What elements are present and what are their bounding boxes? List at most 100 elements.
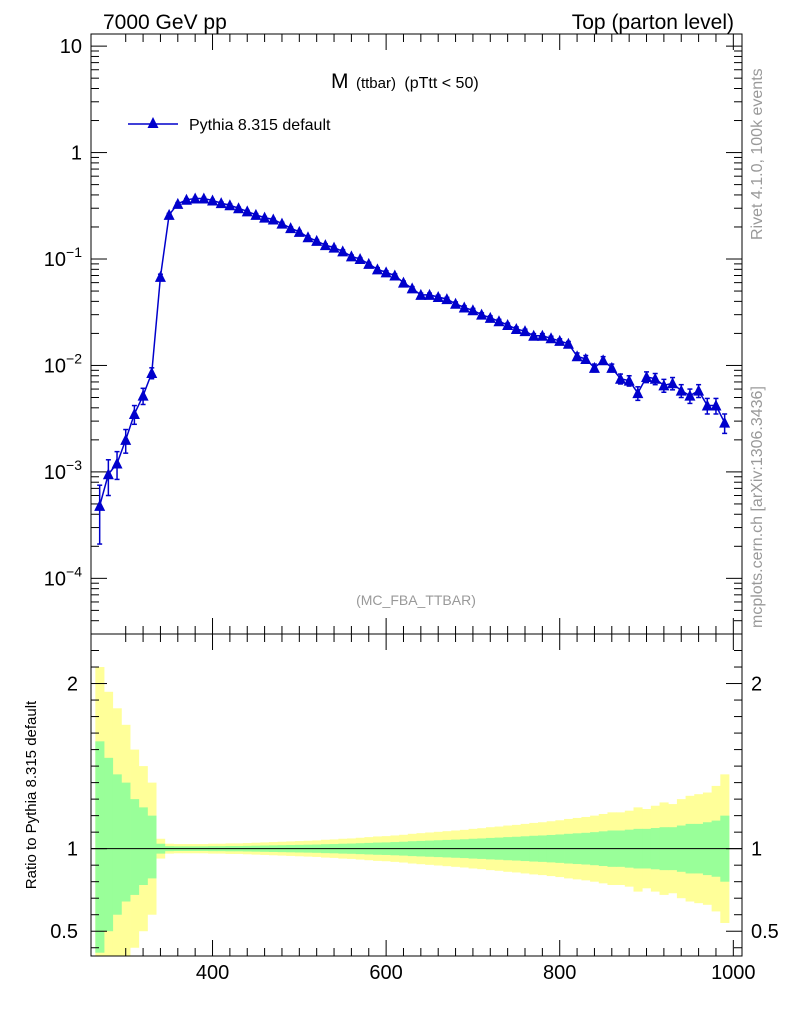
- data-point-triangle: [241, 205, 253, 217]
- data-point-triangle: [319, 239, 331, 251]
- data-point-triangle: [146, 366, 158, 378]
- rivet-version-label: Rivet 4.1.0, 100k events: [749, 68, 766, 240]
- ratio-y-tick-label-left: 2: [67, 674, 78, 696]
- ratio-y-tick-label-left: 1: [67, 839, 78, 861]
- y-tick-label-base: 10: [44, 355, 66, 377]
- ratio-band-inner: [138, 807, 148, 885]
- data-point-triangle: [614, 372, 626, 384]
- data-point-triangle: [623, 374, 635, 386]
- data-point-triangle: [458, 301, 470, 313]
- data-point-triangle: [424, 288, 436, 300]
- x-tick-label: 400: [196, 962, 229, 984]
- ratio-band-inner: [95, 741, 105, 953]
- ratio-plot-panel: 2 2 1 1 0.5 0.5 400 600 800 1000 Ratio to Pythia…: [23, 633, 779, 984]
- data-point-triangle: [293, 225, 305, 237]
- data-point-triangle: [632, 387, 644, 399]
- legend-label: Pythia 8.315 default: [189, 117, 331, 134]
- data-point-triangle: [667, 377, 679, 389]
- data-point-triangle: [641, 370, 653, 382]
- data-point-triangle: [510, 323, 522, 335]
- ratio-plot-frame: [90, 633, 743, 957]
- series-line: [98, 197, 726, 507]
- data-point-triangle: [302, 231, 314, 243]
- y-tick-label-exponent: −3: [66, 457, 82, 473]
- ratio-y-axis-label: Ratio to Pythia 8.315 default: [23, 700, 40, 889]
- data-point-triangle: [215, 197, 227, 209]
- data-point-triangle: [180, 193, 192, 205]
- data-point-triangle: [224, 199, 236, 211]
- y-tick-label: 10−4: [44, 563, 82, 590]
- ratio-band-inner: [130, 799, 140, 895]
- data-point-triangle: [719, 416, 731, 428]
- data-point-triangle: [406, 282, 418, 294]
- data-point-triangle: [337, 245, 349, 257]
- data-point-triangle: [476, 308, 488, 320]
- data-point-triangle: [684, 389, 696, 401]
- data-point-triangle: [137, 389, 149, 401]
- data-point-triangle: [701, 399, 713, 411]
- ratio-uncertainty-bands: [95, 667, 730, 956]
- data-point-triangle: [580, 352, 592, 364]
- data-point-triangle: [163, 208, 175, 220]
- plot-title-main: M: [331, 70, 349, 93]
- header-left-label: 7000 GeV pp: [103, 11, 227, 34]
- data-point-triangle: [606, 361, 618, 373]
- data-point-triangle: [172, 197, 184, 209]
- data-point-triangle: [94, 499, 106, 511]
- ratio-band-inner: [121, 782, 131, 902]
- data-point-triangle: [693, 384, 705, 396]
- data-point-triangle: [450, 297, 462, 309]
- data-point-triangle: [467, 304, 479, 316]
- data-point-triangle: [250, 208, 262, 220]
- data-point-triangle: [102, 468, 114, 480]
- data-point-triangle: [675, 384, 687, 396]
- data-point-triangle: [189, 192, 201, 204]
- y-tick-label: 10−1: [44, 244, 82, 271]
- data-point-triangle: [111, 457, 123, 469]
- data-point-triangle: [120, 433, 132, 445]
- data-point-triangle: [502, 318, 514, 330]
- ratio-y-tick-label-right: 0.5: [751, 921, 779, 943]
- y-tick-label: 1: [71, 143, 82, 165]
- data-point-triangle: [528, 329, 540, 341]
- source-reference-label: mcplots.cern.ch [arXiv:1306.3436]: [749, 386, 766, 628]
- data-point-triangle: [484, 311, 496, 323]
- series-pythia: [94, 192, 731, 545]
- y-tick-label: 10: [60, 36, 82, 58]
- data-point-triangle: [311, 234, 323, 246]
- ratio-band-inner: [147, 815, 157, 879]
- plot-title-sub: (ttbar): [356, 75, 396, 92]
- plot-title-cut: (pTtt < 50): [404, 75, 478, 92]
- data-point-triangle: [545, 332, 557, 344]
- y-tick-label-exponent: −1: [66, 244, 82, 260]
- x-tick-label: 600: [369, 962, 402, 984]
- x-tick-label: 1000: [711, 962, 756, 984]
- y-tick-label-exponent: −4: [66, 563, 82, 579]
- ratio-y-tick-label-right: 1: [751, 839, 762, 861]
- data-point-triangle: [380, 266, 392, 278]
- ratio-y-tick-label-left: 0.5: [50, 921, 78, 943]
- plot-title: M (ttbar) (pTtt < 50): [331, 70, 479, 93]
- data-point-triangle: [397, 276, 409, 288]
- legend-marker-icon: [147, 117, 159, 128]
- data-point-triangle: [493, 315, 505, 327]
- data-point-triangle: [554, 334, 566, 346]
- data-point-triangle: [649, 372, 661, 384]
- data-point-triangle: [363, 257, 375, 269]
- legend: Pythia 8.315 default: [128, 117, 331, 134]
- data-point-triangle: [267, 213, 279, 225]
- data-point-triangle: [328, 241, 340, 253]
- ratio-band-inner: [104, 757, 114, 932]
- data-point-triangle: [415, 288, 427, 300]
- ratio-band-inner: [112, 774, 122, 915]
- data-point-triangle: [233, 202, 245, 214]
- x-tick-label: 800: [543, 962, 576, 984]
- data-point-triangle: [519, 325, 531, 337]
- data-point-triangle: [198, 192, 210, 204]
- data-point-triangle: [432, 290, 444, 302]
- data-point-triangle: [441, 293, 453, 305]
- data-point-triangle: [597, 354, 609, 366]
- data-point-triangle: [354, 253, 366, 265]
- y-tick-label-exponent: −2: [66, 350, 82, 366]
